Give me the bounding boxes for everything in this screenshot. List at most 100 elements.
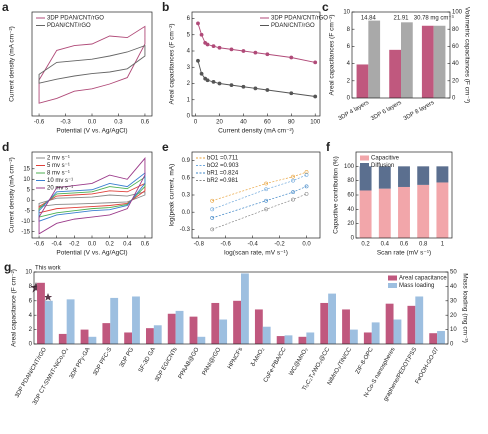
y2-axis-label: Volumetric capacitances (F cm⁻³) [463, 7, 470, 103]
plot-frame [33, 271, 449, 345]
bar [298, 336, 307, 344]
bar [276, 336, 285, 344]
bar [433, 25, 446, 98]
x-tick-label: -0.6 [34, 120, 45, 126]
series-line [38, 25, 146, 104]
x-tick-label: 3DP 4 layers [337, 100, 370, 122]
bar [284, 335, 293, 344]
legend-label: bR1 =0.824 [207, 171, 239, 177]
plot-frame [351, 11, 451, 99]
y-tick-label: 6 [347, 44, 351, 50]
y-axis-label: Areal capacitances (F cm⁻²) [169, 23, 176, 104]
x-tick-label: 100 [310, 120, 321, 126]
series-line [197, 60, 316, 97]
y2-tick-label: 40 [452, 61, 459, 67]
bar [306, 332, 315, 344]
x-tick-label: 80 [288, 120, 295, 126]
legend-label: PDAN/CNT/rGO [47, 23, 91, 29]
point [229, 47, 234, 52]
x-tick-label: 0.0 [302, 242, 311, 248]
x-tick-label: 0 [194, 120, 198, 126]
series-line [38, 191, 146, 208]
fit-line [212, 171, 307, 202]
y-tick-label: 40 [347, 207, 354, 213]
y-tick-label: 2 [187, 81, 191, 87]
y-tick-label: 10 [23, 177, 30, 183]
point [210, 216, 215, 220]
point [289, 55, 294, 60]
annotation: This work [35, 266, 62, 272]
panel-letter: a [2, 0, 9, 14]
point [229, 83, 234, 88]
bar [393, 319, 402, 344]
point [264, 198, 269, 203]
y-tick-label: 15 [23, 166, 30, 172]
x-tick-label: HPNCFs [227, 347, 244, 371]
bar [262, 326, 271, 344]
point [211, 44, 216, 49]
bar [385, 303, 394, 344]
y2-tick-label: 40 [450, 284, 457, 290]
y2-tick-label: 20 [450, 313, 457, 319]
x-tick-label: 1 [441, 242, 445, 248]
bar [211, 302, 220, 344]
x-tick-label: 3DP 8 layers [403, 100, 436, 122]
point [196, 58, 200, 63]
bar [401, 22, 413, 98]
point [217, 45, 222, 50]
y-tick-label: 8 [29, 284, 33, 290]
y2-tick-label: 100 [452, 10, 463, 16]
legend-label: 2 mv s⁻¹ [47, 156, 70, 162]
legend-label: PDAN/CNT/rGO [271, 23, 315, 29]
bar-segment [359, 190, 372, 238]
bar-segment [417, 166, 430, 185]
bar [429, 333, 438, 344]
y-tick-label: 0 [27, 198, 31, 204]
annotation: 14.84 [361, 16, 377, 22]
panel-letter: f [326, 140, 331, 154]
point [217, 81, 222, 86]
y-tick-label: 1 [187, 97, 191, 103]
point [265, 88, 270, 92]
x-tick-label: 60 [264, 120, 271, 126]
x-tick-label: -0.3 [60, 120, 71, 126]
bar [145, 328, 154, 344]
bar [197, 336, 206, 344]
x-tick-label: 0.6 [141, 242, 150, 248]
x-tick-label: -0.4 [52, 242, 63, 248]
series-line [38, 157, 146, 235]
y-tick-label: 100 [344, 164, 355, 170]
y2-axis-label: Mass loading (mg cm⁻³) [461, 273, 468, 343]
y-tick-label: 5 [187, 32, 191, 38]
panel-letter: e [162, 140, 169, 154]
x-tick-label: 20 [216, 120, 223, 126]
star [30, 282, 42, 293]
point [313, 60, 318, 65]
x-tick-label: 0.6 [400, 242, 409, 248]
legend-swatch [360, 163, 369, 168]
y-tick-label: -15 [21, 229, 30, 235]
x-tick-label: SF-3D GA [138, 347, 157, 374]
y-tick-label: 4 [29, 313, 33, 319]
legend-label: 8 mv s⁻¹ [47, 171, 70, 177]
point [205, 42, 210, 47]
x-tick-label: 0.3 [114, 120, 123, 126]
y2-tick-label: 30 [450, 298, 457, 304]
y-tick-label: 8 [347, 27, 351, 33]
bar [189, 316, 198, 344]
bar [349, 329, 358, 344]
series-line [38, 176, 146, 218]
point [265, 52, 270, 57]
x-tick-label: CoFe-PBA/CC [263, 346, 288, 383]
x-tick-label: NiMnO₃/TiN/CC [327, 346, 354, 386]
x-tick-label: 0.4 [381, 242, 390, 248]
y-tick-label: 60 [347, 193, 354, 199]
fit-line [212, 193, 307, 230]
bar [132, 296, 140, 344]
bar [219, 319, 228, 344]
y2-tick-label: 80 [452, 27, 459, 33]
bar [254, 309, 263, 344]
point [210, 198, 215, 203]
point [199, 32, 204, 37]
